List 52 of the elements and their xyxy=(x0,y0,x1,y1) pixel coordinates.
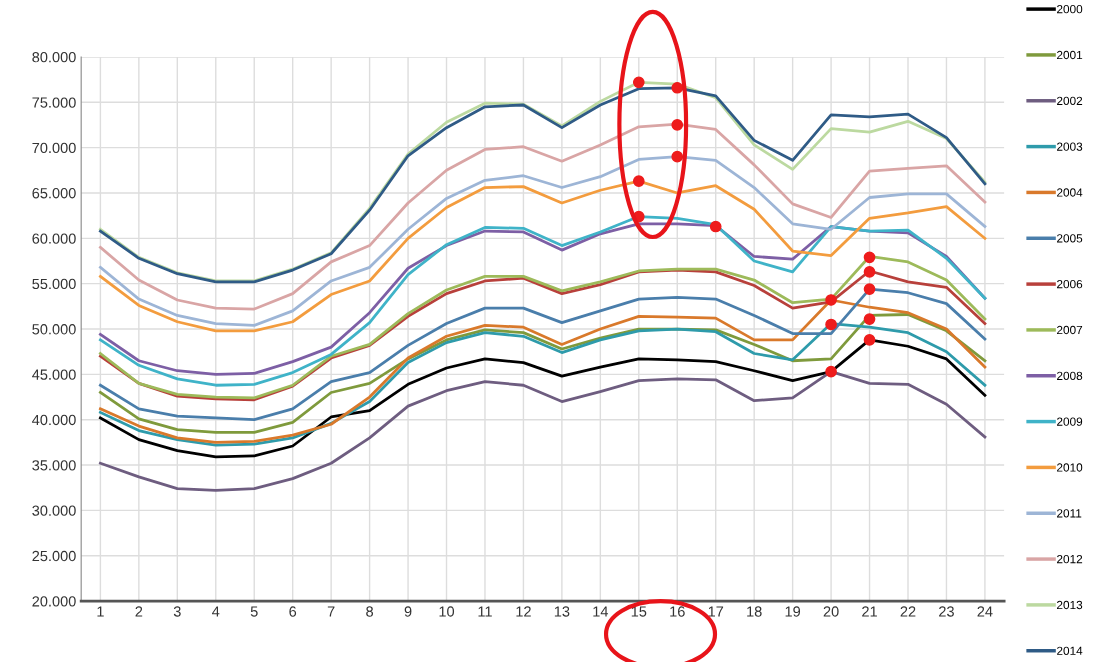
x-tick-label: 6 xyxy=(289,606,297,617)
legend-label: 2007 xyxy=(1057,325,1083,335)
y-tick-label: 55.000 xyxy=(32,278,76,290)
x-tick-label: 14 xyxy=(593,606,609,617)
x-tick-label: 8 xyxy=(366,606,374,617)
x-tick-label: 20 xyxy=(823,606,839,617)
x-tick-label: 9 xyxy=(404,606,412,617)
legend-label: 2013 xyxy=(1057,600,1083,610)
x-tick-label: 7 xyxy=(327,606,335,617)
legend-label: 2009 xyxy=(1057,417,1083,426)
x-tick-label: 15 xyxy=(631,606,647,617)
y-tick-label: 75.000 xyxy=(32,97,76,108)
x-tick-label: 21 xyxy=(862,606,877,617)
x-tick-label: 22 xyxy=(900,606,916,617)
x-tick-label: 23 xyxy=(939,606,954,617)
y-tick-label: 25.000 xyxy=(32,550,76,562)
x-tick-label: 18 xyxy=(747,606,762,617)
y-tick-label: 30.000 xyxy=(32,505,76,516)
legend-label: 2014 xyxy=(1057,646,1083,655)
y-tick-label: 50.000 xyxy=(32,324,76,335)
y-tick-label: 35.000 xyxy=(32,460,76,471)
x-tick-label: 19 xyxy=(785,606,801,617)
y-tick-label: 65.000 xyxy=(32,188,76,199)
y-tick-label: 45.000 xyxy=(32,369,76,380)
legend-label: 2010 xyxy=(1057,463,1083,472)
x-tick-label: 5 xyxy=(250,606,258,617)
x-tick-label: 2 xyxy=(135,606,143,617)
legend-label: 2000 xyxy=(1057,4,1083,14)
x-tick-label: 10 xyxy=(439,606,455,617)
legend-label: 2004 xyxy=(1057,188,1083,197)
x-tick-label: 16 xyxy=(670,606,685,617)
legend-label: 2006 xyxy=(1057,279,1083,289)
legend-label: 2002 xyxy=(1057,96,1083,106)
y-tick-label: 60.000 xyxy=(32,233,76,244)
legend-label: 2011 xyxy=(1057,509,1082,518)
legend-label: 2005 xyxy=(1057,234,1083,243)
x-tick-label: 17 xyxy=(708,606,724,617)
x-tick-label: 24 xyxy=(977,606,993,617)
x-tick-label: 12 xyxy=(516,606,531,617)
y-tick-label: 20.000 xyxy=(32,596,76,607)
x-tick-label: 13 xyxy=(554,606,570,617)
legend-label: 2012 xyxy=(1057,554,1083,564)
x-tick-label: 11 xyxy=(478,606,492,617)
x-tick-label: 3 xyxy=(173,606,181,617)
x-tick-label: 1 xyxy=(97,606,104,617)
x-tick-label: 4 xyxy=(212,606,220,617)
y-tick-label: 80.000 xyxy=(32,52,76,63)
legend-label: 2001 xyxy=(1057,50,1083,60)
legend-label: 2003 xyxy=(1057,142,1083,151)
y-tick-label: 40.000 xyxy=(32,414,76,426)
legend-label: 2008 xyxy=(1057,371,1083,380)
y-tick-label: 70.000 xyxy=(32,142,76,154)
